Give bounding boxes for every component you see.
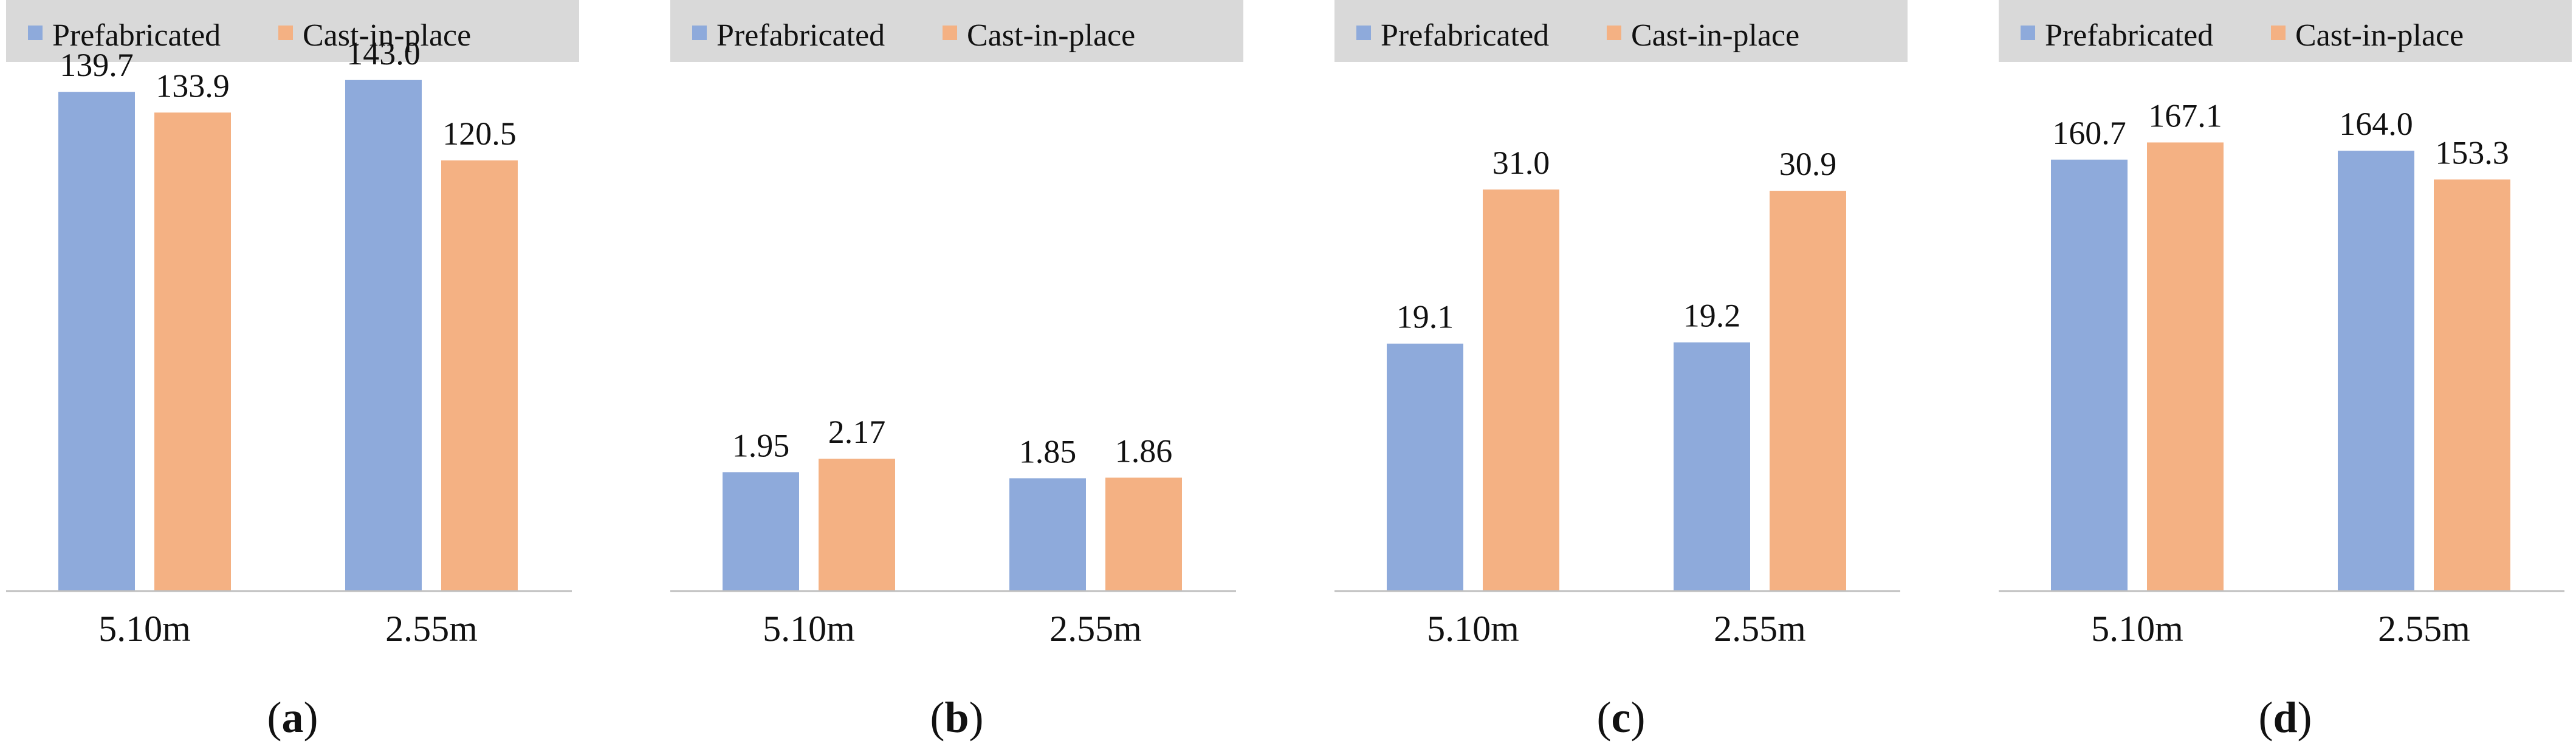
panel-letter: c	[1612, 693, 1631, 742]
data-label: 143.0	[346, 35, 421, 72]
chart-panel-c: Prefabricated Cast-in-place 19.1 31.0 5.10m 1…	[1334, 0, 1908, 742]
data-label: 139.7	[60, 47, 134, 83]
data-label: 1.95	[732, 427, 790, 463]
bar-cast-in-place-2.55m	[441, 160, 518, 592]
x-tick-label: 2.55m	[385, 609, 478, 649]
panel-letter: b	[944, 693, 969, 742]
legend-swatch-prefabricated	[28, 26, 43, 40]
bar-prefabricated-2.55m	[345, 80, 422, 592]
data-label: 30.9	[1779, 146, 1837, 182]
x-tick-label: 2.55m	[1049, 609, 1142, 649]
legend-label-prefabricated: Prefabricated	[716, 18, 885, 53]
data-label: 164.0	[2339, 106, 2413, 142]
legend-label-prefabricated: Prefabricated	[2045, 18, 2213, 53]
legend-label-cast-in-place: Cast-in-place	[303, 18, 471, 53]
bar-prefabricated-5.10m	[58, 92, 135, 592]
x-tick-label: 5.10m	[1427, 609, 1519, 649]
panel-label: (d)	[2258, 693, 2312, 742]
bar-cast-in-place-5.10m	[154, 112, 231, 592]
bar-prefabricated-2.55m	[1674, 342, 1750, 591]
bar-cast-in-place-2.55m	[2434, 179, 2510, 591]
chart-panel-b: Prefabricated Cast-in-place 1.95 2.17 5.10m 1…	[670, 0, 1243, 742]
data-label: 160.7	[2052, 115, 2126, 151]
bar-prefabricated-5.10m	[2051, 159, 2128, 591]
x-tick-label: 5.10m	[763, 609, 855, 649]
bar-prefabricated-2.55m	[1009, 478, 1086, 591]
bar-cast-in-place-2.55m	[1770, 191, 1846, 591]
bar-prefabricated-5.10m	[723, 472, 799, 591]
legend-label-cast-in-place: Cast-in-place	[2295, 18, 2464, 53]
x-tick-label: 5.10m	[98, 609, 191, 649]
data-label: 1.85	[1019, 433, 1077, 470]
panel-letter: a	[282, 693, 304, 742]
data-label: 2.17	[828, 414, 886, 450]
bar-prefabricated-5.10m	[1387, 343, 1463, 591]
bar-cast-in-place-2.55m	[1105, 477, 1182, 591]
bar-prefabricated-2.55m	[2338, 151, 2414, 591]
data-label: 19.1	[1396, 299, 1454, 335]
bar-cast-in-place-5.10m	[819, 459, 895, 591]
legend-swatch-cast-in-place	[2271, 26, 2286, 40]
data-label: 1.86	[1115, 433, 1173, 469]
data-label: 31.0	[1492, 145, 1550, 181]
bar-cast-in-place-5.10m	[1483, 189, 1559, 591]
data-label: 153.3	[2435, 134, 2509, 171]
legend-label-cast-in-place: Cast-in-place	[1631, 18, 1799, 53]
legend-swatch-prefabricated	[2021, 26, 2035, 40]
data-label: 120.5	[442, 115, 517, 152]
legend-swatch-cast-in-place	[943, 26, 957, 40]
legend-swatch-prefabricated	[1356, 26, 1371, 40]
legend-label-cast-in-place: Cast-in-place	[967, 18, 1135, 53]
panel-label: (a)	[267, 693, 318, 742]
legend-label-prefabricated: Prefabricated	[1381, 18, 1549, 53]
data-label: 133.9	[156, 67, 230, 104]
bar-cast-in-place-5.10m	[2147, 142, 2224, 591]
chart-panel-d: Prefabricated Cast-in-place 160.7 167.1 5.10…	[1999, 0, 2572, 742]
panel-label: (b)	[930, 693, 983, 742]
panel-letter: d	[2273, 693, 2297, 742]
legend-swatch-cast-in-place	[1607, 26, 1621, 40]
data-label: 167.1	[2148, 97, 2222, 134]
x-tick-label: 5.10m	[2091, 609, 2183, 649]
x-tick-label: 2.55m	[1714, 609, 1806, 649]
chart-panel-a: Prefabricated Cast-in-place 139.7 133.9 5.10…	[6, 0, 579, 742]
data-label: 19.2	[1683, 298, 1741, 334]
legend-swatch-cast-in-place	[278, 26, 293, 40]
legend-label-prefabricated: Prefabricated	[52, 18, 221, 53]
legend-swatch-prefabricated	[692, 26, 707, 40]
x-tick-label: 2.55m	[2378, 609, 2470, 649]
panel-label: (c)	[1597, 693, 1646, 742]
